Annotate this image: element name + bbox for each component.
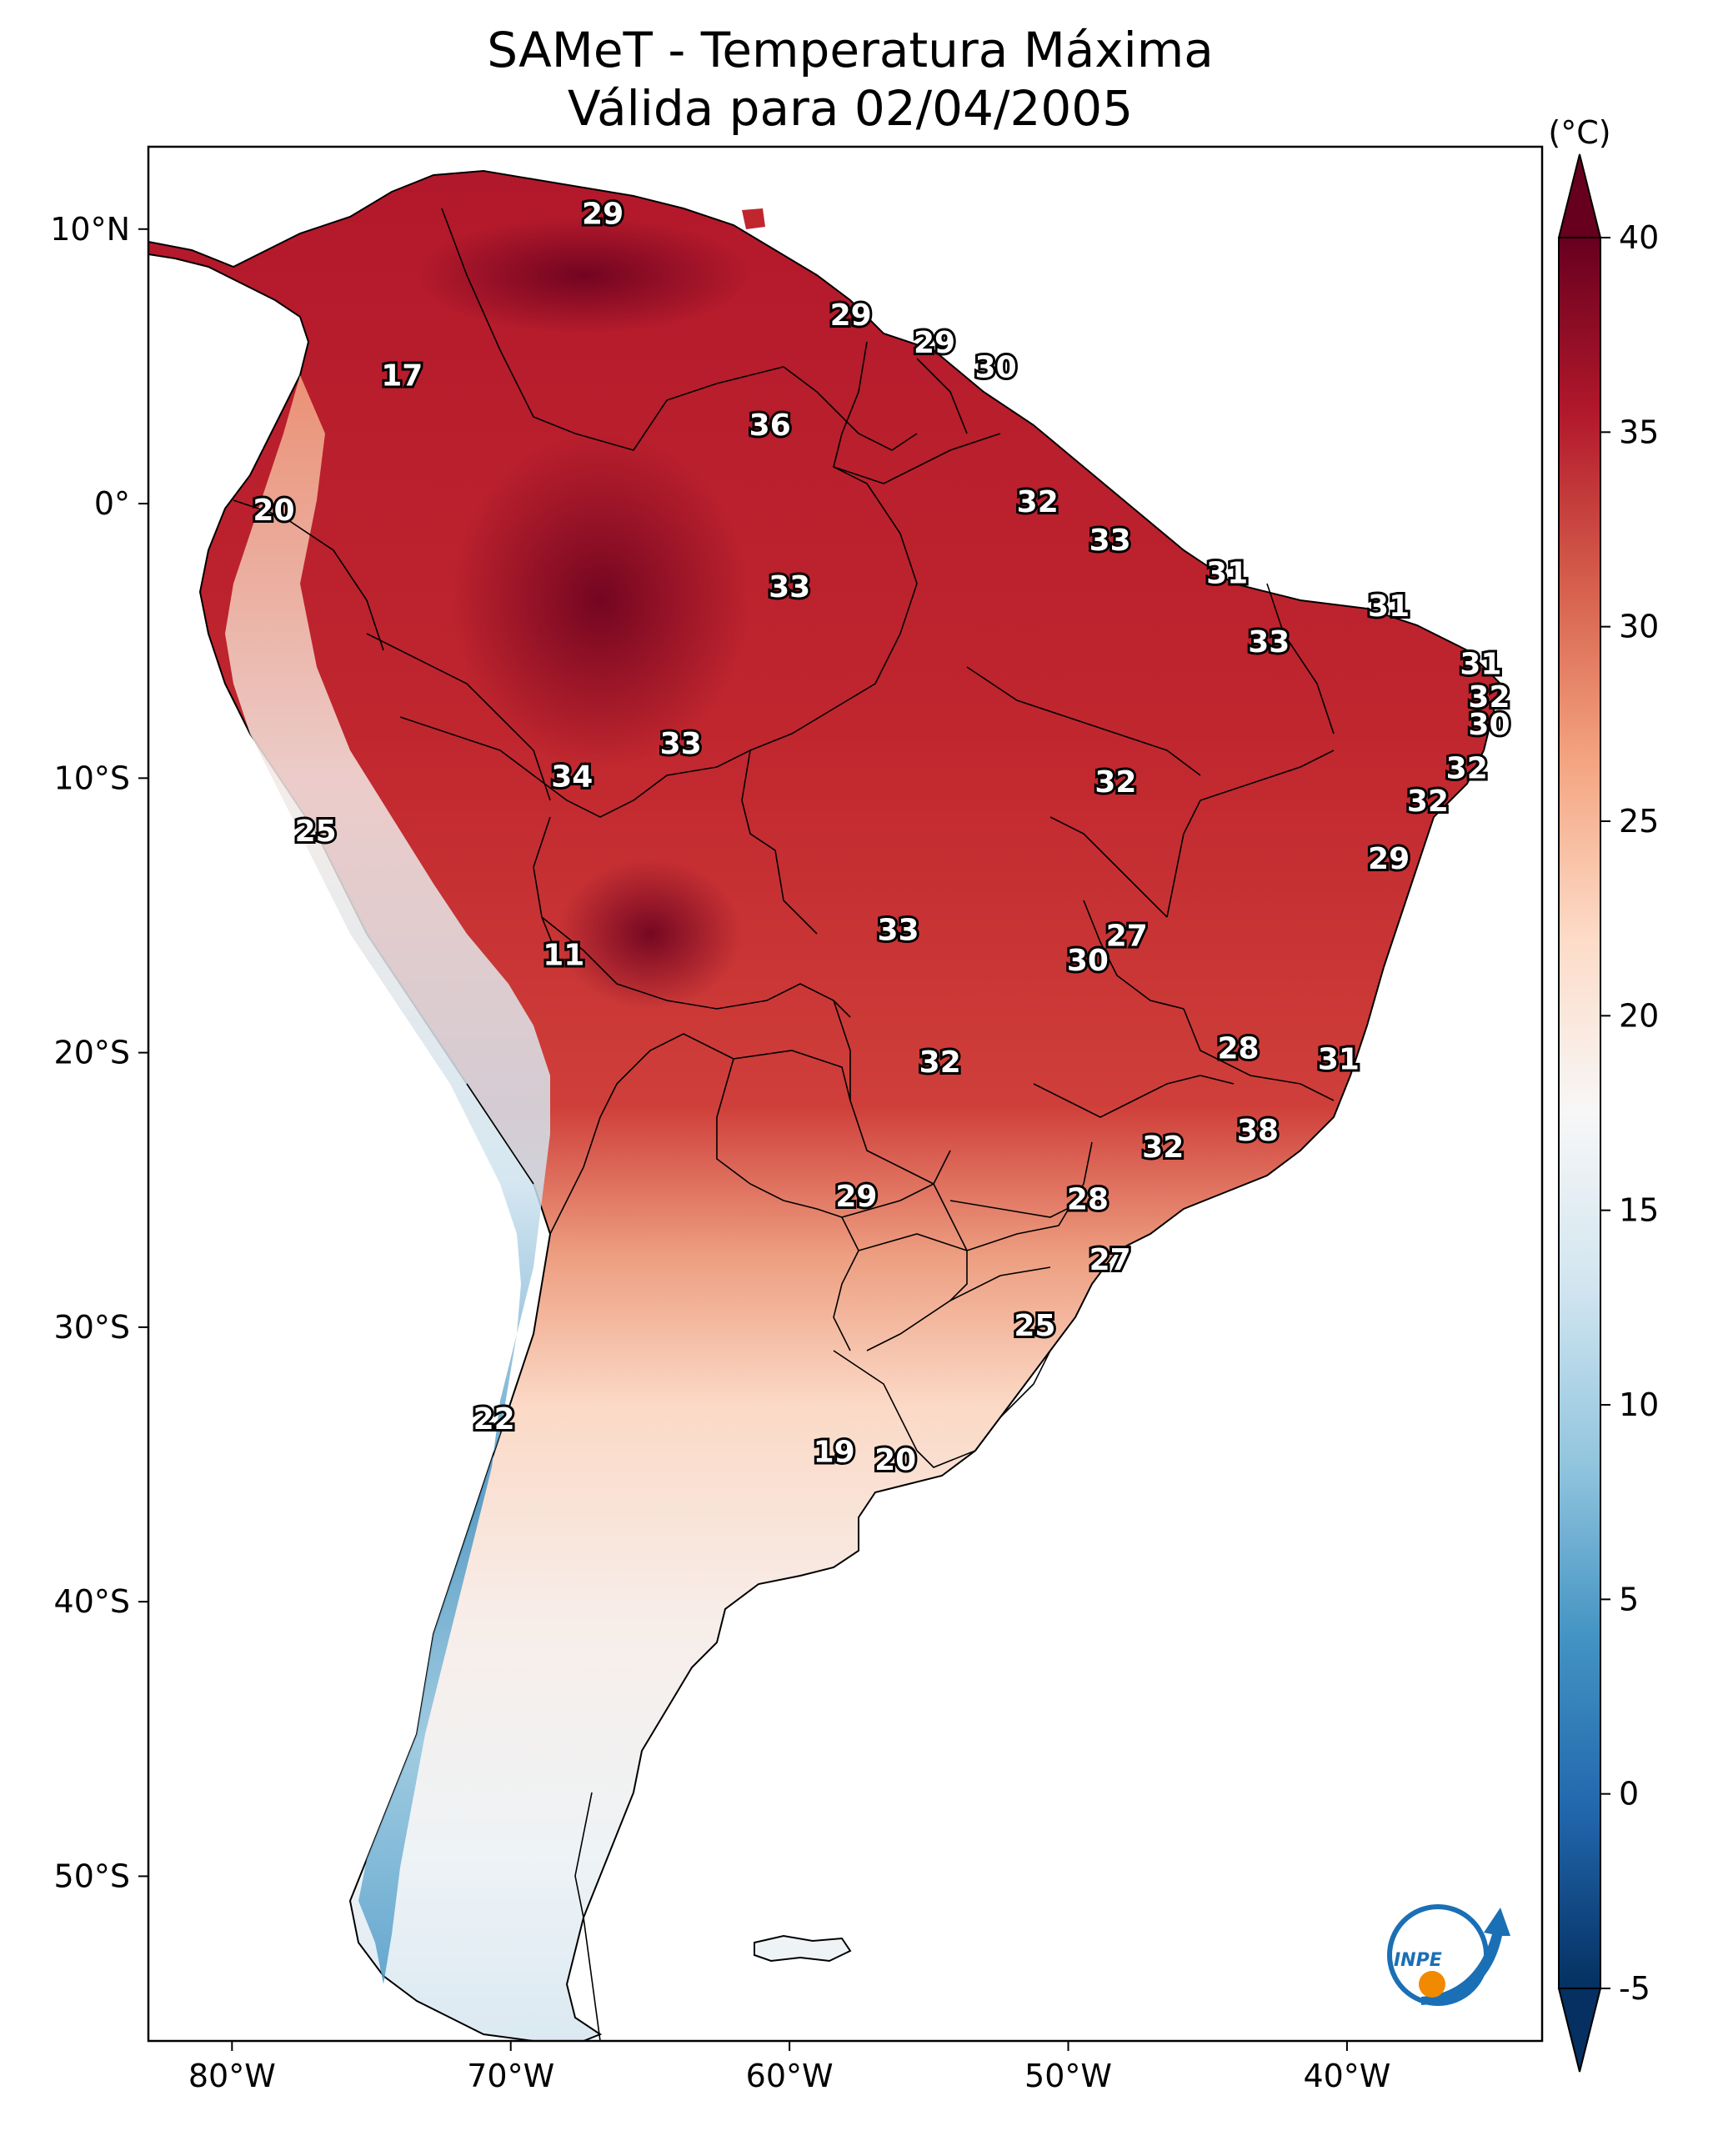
colorbar-max-arrow — [1557, 153, 1602, 238]
city-temperature-label: 17 — [381, 359, 423, 394]
city-temperature-label: 33 — [769, 570, 810, 604]
map-subtitle: Válida para 02/04/2005 — [568, 80, 1133, 137]
city-temperature-label: 31 — [1206, 557, 1248, 591]
lon-tick-label: 70°W — [467, 2058, 554, 2094]
city-temperature-label: 32 — [1468, 680, 1510, 714]
city-temperature-label: 29 — [830, 298, 872, 333]
lon-tick-label: 80°W — [188, 2058, 276, 2094]
city-temperature-label: 30 — [1067, 944, 1109, 978]
city-temperature-label: 29 — [835, 1180, 877, 1214]
trinidad-island — [742, 208, 765, 229]
colorbar-tick-label: 20 — [1619, 997, 1659, 1034]
city-temperature-label: 25 — [1014, 1309, 1055, 1343]
country-borders — [233, 208, 1335, 2041]
city-temperature-label: 31 — [1460, 647, 1501, 681]
colorbar-tick-label: 40 — [1619, 219, 1659, 256]
colorbar-tick-label: 0 — [1619, 1776, 1639, 1813]
venezuela-hotspot — [417, 217, 750, 333]
lat-tick-label: 10°N — [50, 211, 130, 248]
city-temperature-label: 34 — [551, 760, 593, 794]
inpe-logo-text: INPE — [1394, 1950, 1442, 1971]
city-temperature-label: 32 — [1017, 485, 1059, 519]
lat-tick-label: 0° — [94, 485, 130, 522]
city-temperature-label: 11 — [543, 938, 584, 972]
lon-tick-label: 50°W — [1024, 2058, 1112, 2094]
map-frame — [147, 145, 1544, 2043]
colorbar-unit: (°C) — [1548, 114, 1610, 151]
colorbar-ticks: 40 35 30 25 20 15 10 5 0 -5 — [1600, 219, 1659, 2007]
amazon-hotspot — [450, 434, 750, 767]
city-temperature-label: 38 — [1237, 1114, 1279, 1148]
city-temperature-label: 32 — [919, 1045, 961, 1080]
andes-cold-band — [225, 375, 550, 1984]
city-temperature-label: 20 — [253, 494, 294, 528]
city-temperature-label: 20 — [874, 1443, 916, 1477]
colorbar-tick-label: -5 — [1619, 1970, 1650, 2007]
falkland-islands — [754, 1934, 852, 1963]
inpe-logo: INPE — [1387, 1904, 1510, 2006]
city-temperature-label: 29 — [914, 326, 955, 360]
city-temperature-label: 25 — [295, 815, 337, 849]
city-temperature-label: 33 — [660, 727, 702, 761]
lon-tick-label: 40°W — [1303, 2058, 1390, 2094]
latitude-axis: 10°N 0° 10°S 20°S 30°S 40°S 50°S — [50, 211, 148, 1894]
city-temperature-label: 30 — [1468, 708, 1510, 742]
city-temperature-label: 22 — [473, 1402, 515, 1436]
city-temperature-label: 36 — [749, 409, 791, 443]
city-temperature-label: 28 — [1067, 1182, 1109, 1216]
colorbar-tick-label: 25 — [1619, 803, 1659, 840]
city-temperature-label: 32 — [1407, 785, 1449, 819]
lat-tick-label: 50°S — [54, 1858, 130, 1894]
inpe-logo-arrow — [1421, 1908, 1510, 2005]
colorbar-tick-label: 35 — [1619, 414, 1659, 450]
bolivia-hotspot — [558, 859, 742, 1009]
colorbar-tick-label: 30 — [1619, 609, 1659, 645]
longitude-axis: 80°W 70°W 60°W 50°W 40°W — [188, 2041, 1390, 2094]
colorbar-tick-label: 5 — [1619, 1581, 1639, 1617]
lon-tick-label: 60°W — [746, 2058, 834, 2094]
city-temperature-label: 32 — [1446, 751, 1488, 785]
city-temperature-label: 31 — [1318, 1042, 1360, 1076]
map-title: SAMeT - Temperatura Máxima — [487, 22, 1214, 78]
city-temperature-label: 33 — [1248, 625, 1290, 659]
map-area: INPE 29292930173632203331333133313230333… — [148, 147, 1542, 2041]
city-temperature-label: 30 — [975, 351, 1017, 385]
city-temperature-label: 29 — [582, 197, 624, 231]
lat-tick-label: 10°S — [54, 760, 130, 796]
city-temperature-label: 27 — [1089, 1243, 1131, 1277]
colorbar-bar — [1558, 237, 1601, 1989]
city-temperature-label: 28 — [1217, 1031, 1259, 1065]
colorbar: (°C) 40 35 30 25 20 15 10 5 0 -5 — [1548, 114, 1659, 2073]
city-temperature-label: 19 — [814, 1435, 855, 1469]
inpe-logo-dot — [1419, 1971, 1445, 1998]
colorbar-min-arrow — [1557, 1988, 1602, 2073]
city-temperature-label: 33 — [1089, 524, 1131, 558]
lat-tick-label: 30°S — [54, 1309, 130, 1346]
city-temperature-label: 27 — [1106, 919, 1148, 953]
city-temperature-label: 32 — [1094, 765, 1136, 800]
lat-tick-label: 20°S — [54, 1035, 130, 1071]
city-temperature-label: 33 — [877, 914, 919, 948]
city-temperature-label: 32 — [1142, 1131, 1184, 1165]
lat-tick-label: 40°S — [54, 1583, 130, 1620]
city-temperature-label: 31 — [1368, 589, 1410, 624]
colorbar-tick-label: 15 — [1619, 1192, 1659, 1229]
colorbar-tick-label: 10 — [1619, 1386, 1659, 1423]
city-temperature-label: 29 — [1368, 842, 1410, 876]
